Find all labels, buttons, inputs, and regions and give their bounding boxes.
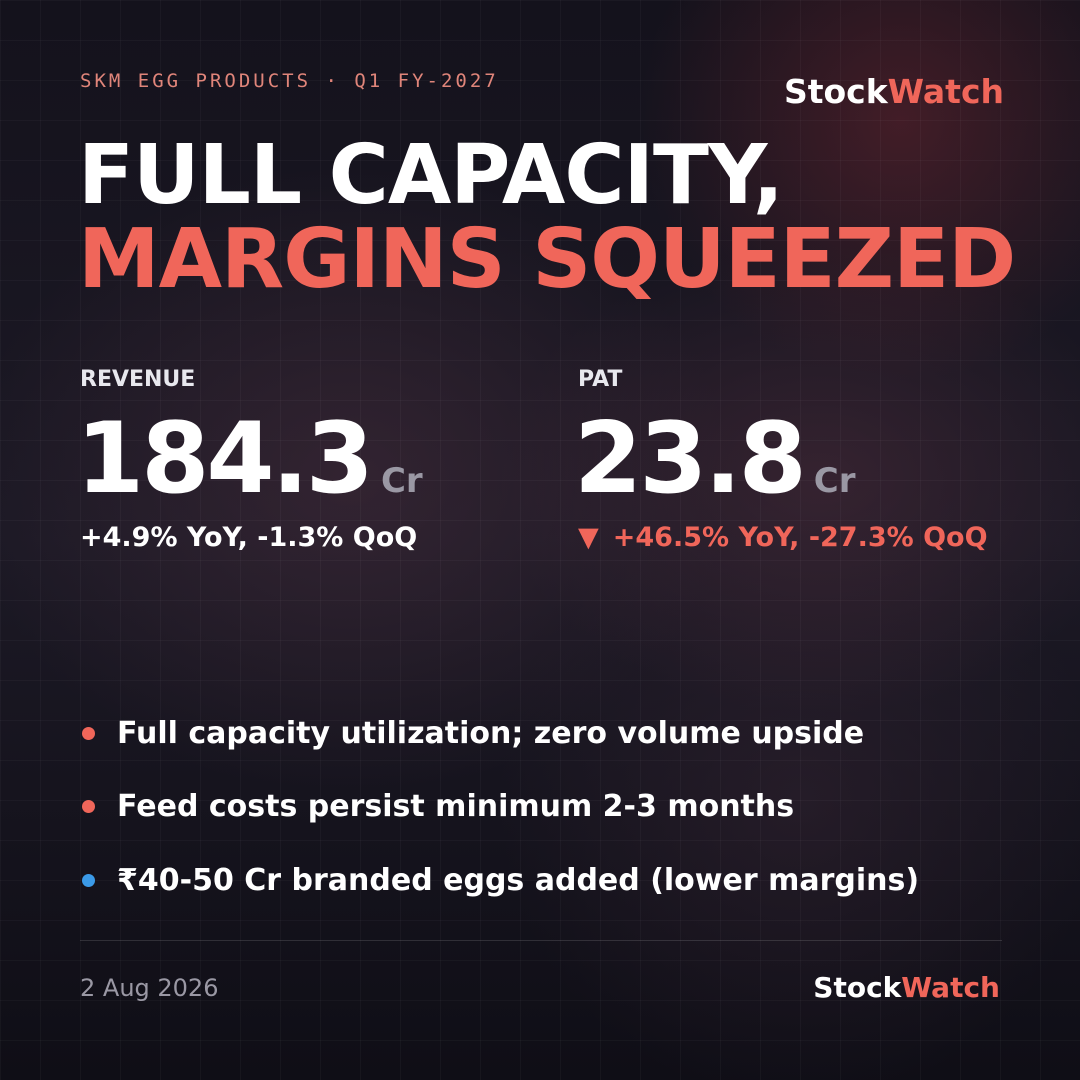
bullet-text: ₹40-50 Cr branded eggs added (lower marg… xyxy=(117,863,920,898)
date: 2 Aug 2026 xyxy=(80,974,219,1002)
bullet: ₹40-50 Cr branded eggs added (lower marg… xyxy=(80,863,919,898)
bullet: Full capacity utilization; zero volume u… xyxy=(80,716,864,751)
metric-unit: Cr xyxy=(813,461,856,501)
bullet-text: Feed costs persist minimum 2-3 months xyxy=(117,789,795,824)
title-line: FULL CAPACITY, xyxy=(78,128,784,223)
brand-second: Watch xyxy=(901,971,1000,1004)
bullet-dot xyxy=(82,727,95,740)
bullet: Feed costs persist minimum 2-3 months xyxy=(80,789,794,824)
change-text: +4.9% YoY, -1.3% QoQ xyxy=(80,522,418,553)
change-arrow: ▼ xyxy=(578,522,599,553)
brand-second: Watch xyxy=(887,72,1004,111)
metric-number: 23.8 xyxy=(574,402,807,516)
metric-change: ▼ +46.5% YoY, -27.3% QoQ xyxy=(578,522,988,553)
metric-change: +4.9% YoY, -1.3% QoQ xyxy=(80,522,417,553)
metric-value: 23.8 Cr xyxy=(574,402,856,516)
kicker: SKM EGG PRODUCTS · Q1 FY-2027 xyxy=(80,70,499,92)
metric-value: 184.3 Cr xyxy=(76,402,423,516)
brand-first: Stock xyxy=(783,72,888,111)
change-text: +46.5% YoY, -27.3% QoQ xyxy=(612,522,988,553)
metric-label: REVENUE xyxy=(80,367,196,392)
metric-label: PAT xyxy=(578,367,623,392)
bullet-dot xyxy=(82,874,95,887)
brand: StockWatch xyxy=(813,971,1000,1004)
brand: StockWatch xyxy=(784,72,1004,111)
bullet-text: Full capacity utilization; zero volume u… xyxy=(117,716,865,751)
title-line: MARGINS SQUEEZED xyxy=(78,212,1016,307)
divider xyxy=(80,940,1002,941)
metric-number: 184.3 xyxy=(76,402,374,516)
brand-first: Stock xyxy=(813,971,902,1004)
bullet-dot xyxy=(82,800,95,813)
metric-unit: Cr xyxy=(380,461,423,501)
